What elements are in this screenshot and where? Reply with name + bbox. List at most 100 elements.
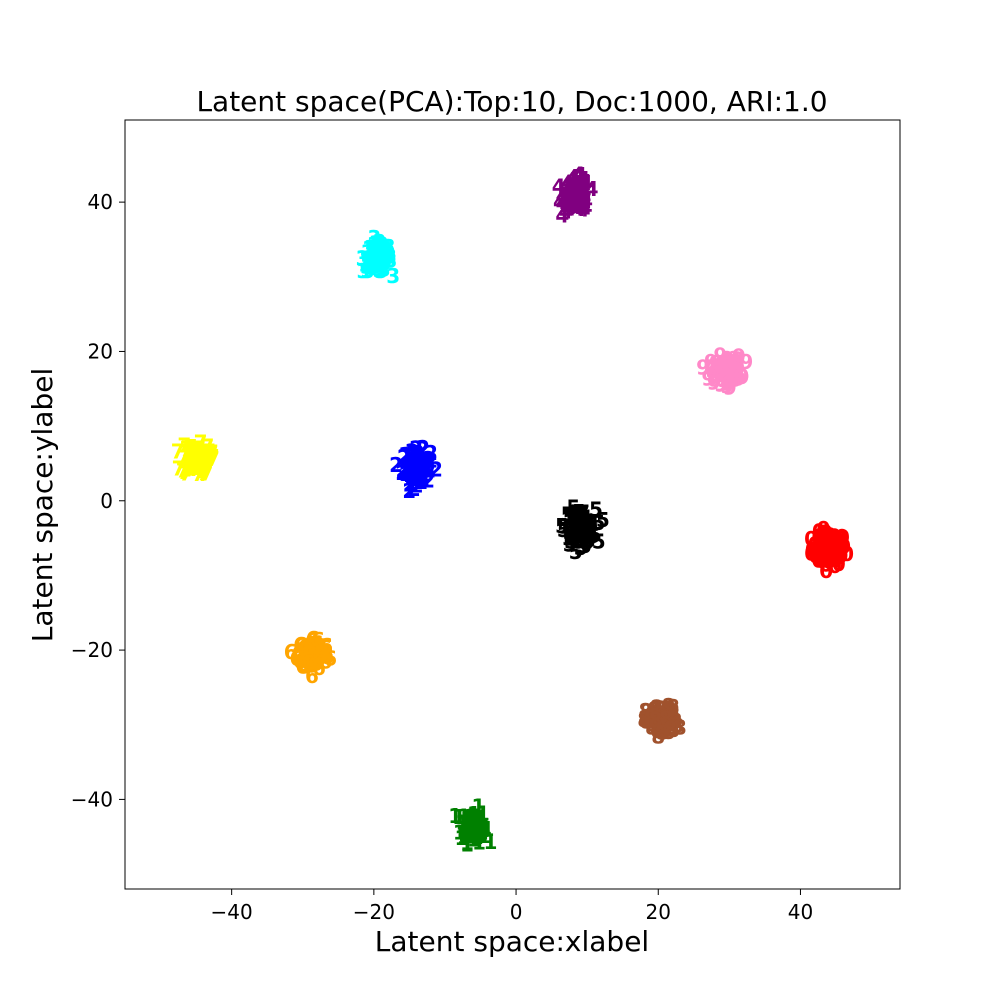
point-5: 5: [574, 512, 588, 536]
point-2: 2: [416, 465, 430, 489]
point-1: 1: [463, 810, 477, 834]
point-1: 1: [467, 816, 481, 840]
point-4: 4: [578, 170, 592, 194]
x-tick-label: 40: [788, 900, 813, 924]
point-1: 1: [452, 805, 466, 829]
point-2: 2: [410, 455, 424, 479]
point-5: 5: [566, 496, 580, 520]
point-6: 6: [305, 634, 319, 658]
point-7: 7: [182, 456, 196, 480]
point-3: 3: [375, 233, 389, 257]
point-2: 2: [403, 463, 417, 487]
point-3: 3: [378, 245, 392, 269]
point-5: 5: [589, 497, 603, 521]
point-8: 8: [658, 710, 672, 734]
point-4: 4: [577, 185, 591, 209]
point-7: 7: [192, 440, 206, 464]
point-5: 5: [572, 524, 586, 548]
point-6: 6: [318, 636, 332, 660]
point-4: 4: [577, 167, 591, 191]
point-5: 5: [566, 505, 580, 529]
point-7: 7: [190, 438, 204, 462]
point-0: 0: [808, 533, 822, 557]
point-2: 2: [413, 462, 427, 486]
point-2: 2: [416, 436, 430, 460]
point-6: 6: [314, 635, 328, 659]
point-7: 7: [180, 437, 194, 461]
point-0: 0: [816, 532, 830, 556]
point-4: 4: [571, 177, 585, 201]
point-1: 1: [473, 807, 487, 831]
point-7: 7: [186, 442, 200, 466]
point-5: 5: [557, 515, 571, 539]
point-1: 1: [462, 805, 476, 829]
point-3: 3: [375, 249, 389, 273]
point-5: 5: [565, 507, 579, 531]
point-5: 5: [580, 518, 594, 542]
point-7: 7: [179, 440, 193, 464]
point-7: 7: [179, 462, 193, 486]
point-7: 7: [177, 434, 191, 458]
point-7: 7: [190, 447, 204, 471]
point-6: 6: [304, 641, 318, 665]
point-3: 3: [367, 239, 381, 263]
point-4: 4: [565, 168, 579, 192]
point-4: 4: [585, 177, 599, 201]
point-6: 6: [305, 664, 319, 688]
point-6: 6: [310, 647, 324, 671]
point-6: 6: [306, 639, 320, 663]
point-6: 6: [290, 647, 304, 671]
point-5: 5: [574, 503, 588, 527]
point-6: 6: [309, 646, 323, 670]
point-7: 7: [200, 444, 214, 468]
point-1: 1: [470, 825, 484, 849]
point-0: 0: [808, 540, 822, 564]
point-6: 6: [292, 641, 306, 665]
point-2: 2: [408, 443, 422, 467]
point-3: 3: [375, 241, 389, 265]
point-7: 7: [202, 451, 216, 475]
point-6: 6: [305, 638, 319, 662]
point-5: 5: [578, 512, 592, 536]
point-2: 2: [404, 457, 418, 481]
point-4: 4: [574, 171, 588, 195]
point-6: 6: [302, 644, 316, 668]
point-5: 5: [573, 511, 587, 535]
point-7: 7: [194, 430, 208, 454]
point-4: 4: [565, 178, 579, 202]
point-3: 3: [367, 239, 381, 263]
point-4: 4: [570, 192, 584, 216]
point-4: 4: [552, 174, 566, 198]
point-4: 4: [563, 184, 577, 208]
point-1: 1: [458, 812, 472, 836]
point-7: 7: [196, 444, 210, 468]
point-3: 3: [383, 248, 397, 272]
point-6: 6: [308, 641, 322, 665]
point-3: 3: [377, 258, 391, 282]
point-3: 3: [371, 239, 385, 263]
point-3: 3: [361, 259, 375, 283]
point-2: 2: [409, 465, 423, 489]
point-5: 5: [555, 514, 569, 538]
point-2: 2: [422, 459, 436, 483]
point-6: 6: [307, 639, 321, 663]
point-6: 6: [301, 639, 315, 663]
point-2: 2: [404, 459, 418, 483]
point-1: 1: [464, 804, 478, 828]
point-3: 3: [364, 246, 378, 270]
point-1: 1: [465, 815, 479, 839]
point-8: 8: [666, 718, 680, 742]
point-4: 4: [567, 181, 581, 205]
point-0: 0: [815, 542, 829, 566]
point-7: 7: [182, 452, 196, 476]
point-4: 4: [565, 191, 579, 215]
point-0: 0: [825, 541, 839, 565]
point-2: 2: [403, 454, 417, 478]
point-0: 0: [812, 535, 826, 559]
point-0: 0: [813, 544, 827, 568]
point-1: 1: [468, 816, 482, 840]
point-7: 7: [176, 445, 190, 469]
point-3: 3: [356, 247, 370, 271]
